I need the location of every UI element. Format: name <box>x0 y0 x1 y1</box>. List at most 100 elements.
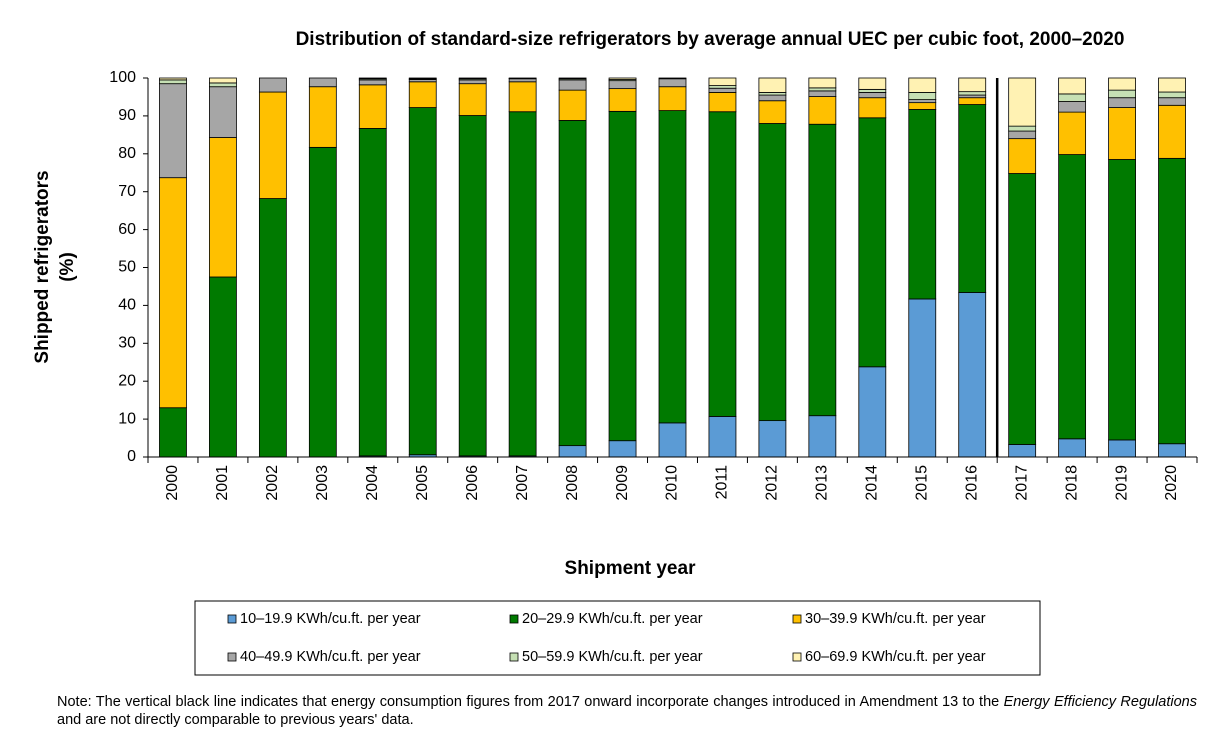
bar-segment <box>1108 97 1136 108</box>
x-tick-label: 2020 <box>1163 465 1180 501</box>
bar-segment <box>708 77 737 86</box>
note: Note: The vertical black line indicates … <box>57 693 1197 729</box>
y-tick-label: 90 <box>118 107 136 124</box>
note-text: and are not directly comparable to previ… <box>57 712 414 728</box>
bar-segment <box>658 77 687 80</box>
bar-segment <box>159 177 187 409</box>
y-tick-label: 80 <box>118 145 136 162</box>
bar-segment <box>608 80 637 90</box>
legend-swatch <box>227 614 237 624</box>
bar-segment <box>209 86 237 138</box>
bar-segment <box>358 79 387 86</box>
legend-swatch <box>792 614 802 624</box>
legend-swatch <box>509 652 519 662</box>
y-axis-label: Shipped refrigerators <box>32 170 53 363</box>
y-tick-label: 0 <box>127 448 136 465</box>
bar-segment <box>458 115 487 457</box>
bar-segment <box>708 87 737 93</box>
bar-segment <box>358 77 387 80</box>
bar-segment <box>358 84 387 129</box>
bar-segment <box>958 104 987 293</box>
bar-segment <box>1158 443 1186 458</box>
bar-segment <box>608 77 637 80</box>
bar-segment <box>1058 154 1087 440</box>
x-tick-label: 2014 <box>864 465 881 501</box>
bar-segment <box>458 79 487 85</box>
y-tick-label: 20 <box>118 372 136 389</box>
y-tick-label: 100 <box>109 69 136 86</box>
bar-segment <box>858 366 887 458</box>
x-tick-label: 2009 <box>614 465 631 501</box>
bar-segment <box>1058 101 1087 113</box>
x-tick-label: 2012 <box>764 465 781 501</box>
bar-segment <box>458 77 487 80</box>
bar-segment <box>159 77 187 81</box>
bar-segment <box>209 137 237 278</box>
bar-segment <box>1108 107 1136 160</box>
bar-segment <box>408 77 437 80</box>
bar-segment <box>758 100 787 124</box>
bar-segment <box>808 90 837 97</box>
bar-segment <box>159 407 187 458</box>
legend-label: 60–69.9 KWh/cu.ft. per year <box>805 649 986 665</box>
bar-segment <box>908 298 937 458</box>
bar-segment <box>758 123 787 422</box>
x-tick-label: 2000 <box>164 465 181 501</box>
chart-title: Distribution of standard-size refrigerat… <box>296 29 1125 50</box>
bar-segment <box>708 416 737 458</box>
bar-segment <box>508 78 537 83</box>
bar-segment <box>558 445 587 458</box>
bar-segment <box>658 78 687 88</box>
bar-segment <box>1008 444 1037 458</box>
bar-segment <box>558 120 587 447</box>
bar-segment <box>1158 104 1186 159</box>
x-tick-label: 2016 <box>963 465 980 501</box>
x-tick-label: 2013 <box>814 465 831 501</box>
x-tick-label: 2003 <box>314 465 331 501</box>
y-tick-label: 40 <box>118 297 136 314</box>
bar-segment <box>1108 159 1136 441</box>
bar-segment <box>1158 91 1186 99</box>
bar-segment <box>508 81 537 113</box>
bar-segment <box>1058 77 1087 95</box>
bar-segment <box>808 87 837 92</box>
x-tick-label: 2002 <box>264 465 281 501</box>
y-axis-label: (%) <box>57 252 78 282</box>
bar-segment <box>308 77 337 88</box>
bar-segment <box>608 440 637 458</box>
y-tick-label: 10 <box>118 410 136 427</box>
bar-segment <box>658 110 687 424</box>
bar-segment <box>308 146 337 458</box>
bar-segment <box>858 77 887 90</box>
bar-segment <box>608 110 637 442</box>
x-tick-label: 2006 <box>464 465 481 501</box>
bar-segment <box>808 96 837 125</box>
bar-segment <box>958 292 987 458</box>
bar-segment <box>258 198 287 458</box>
bar-segment <box>1108 89 1136 99</box>
bar-segment <box>908 102 937 110</box>
bar-segment <box>758 420 787 458</box>
legend-label: 40–49.9 KWh/cu.ft. per year <box>240 649 421 665</box>
bar-segment <box>1008 77 1037 127</box>
bar-segment <box>1158 97 1186 106</box>
x-tick-label: 2004 <box>364 465 381 501</box>
bar-segment <box>958 91 987 96</box>
legend-swatch <box>792 652 802 662</box>
bar-segment <box>1058 438 1087 458</box>
bar-segment <box>159 83 187 179</box>
bar-segment <box>908 77 937 93</box>
legend-label: 50–59.9 KWh/cu.ft. per year <box>522 649 703 665</box>
bar-segment <box>708 111 737 417</box>
x-tick-label: 2011 <box>714 465 731 500</box>
bar-segment <box>1008 138 1037 174</box>
bar-segment <box>808 123 837 417</box>
bar-segment <box>458 83 487 116</box>
bar-segment <box>1008 130 1037 140</box>
bar-segment <box>1108 439 1136 458</box>
bar-segment <box>258 77 287 93</box>
bar-segment <box>858 117 887 368</box>
x-tick-label: 2007 <box>514 465 531 501</box>
legend-label: 10–19.9 KWh/cu.ft. per year <box>240 611 421 627</box>
